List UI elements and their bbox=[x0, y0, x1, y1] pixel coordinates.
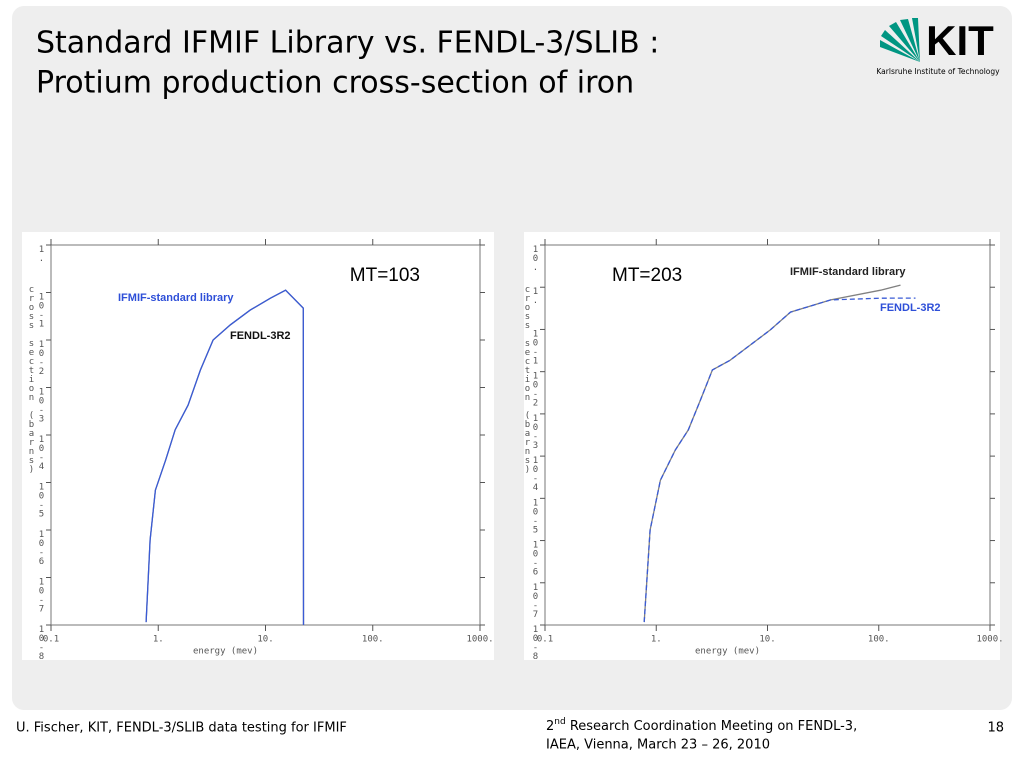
series-label: FENDL-3R2 bbox=[230, 330, 291, 342]
y-tick-label: 10-7 bbox=[531, 583, 541, 619]
y-tick-label: 10-4 bbox=[531, 456, 541, 492]
y-tick-label: 10-8 bbox=[531, 625, 541, 661]
title-line: Protium production cross-section of iron bbox=[36, 66, 634, 101]
x-tick-label: 100. bbox=[868, 635, 890, 645]
footer-left: U. Fischer, KIT, FENDL-3/SLIB data testi… bbox=[16, 721, 347, 736]
logo: KIT Karlsruhe Institute of Technology bbox=[876, 17, 1000, 76]
logo-subtitle: Karlsruhe Institute of Technology bbox=[876, 67, 1000, 76]
footer-superscript: nd bbox=[554, 717, 565, 727]
x-tick-label: 1000. bbox=[466, 635, 493, 645]
logo-mark bbox=[880, 18, 920, 62]
x-tick-label: 0.1 bbox=[43, 635, 59, 645]
y-tick-label: 10-2 bbox=[37, 340, 47, 376]
y-tick-label: 10-3 bbox=[531, 414, 541, 450]
series-line bbox=[643, 297, 916, 623]
y-tick-label: 10-5 bbox=[531, 498, 541, 534]
footer-number: 2 bbox=[546, 719, 554, 734]
y-tick-label: 10-6 bbox=[531, 541, 541, 577]
y-tick-label: 10. bbox=[531, 245, 541, 272]
y-tick-label: 10-7 bbox=[37, 578, 47, 614]
footer-middle: 2nd Research Coordination Meeting on FEN… bbox=[546, 717, 857, 734]
logo-text: KIT bbox=[926, 17, 994, 64]
chart-background bbox=[524, 232, 1000, 660]
series-label: FENDL-3R2 bbox=[880, 302, 941, 314]
x-axis-label: energy (mev) bbox=[193, 647, 258, 657]
x-tick-label: 1. bbox=[153, 635, 164, 645]
x-tick-label: 1. bbox=[651, 635, 662, 645]
y-tick-label: 10-1 bbox=[37, 293, 47, 329]
y-tick-label: 10-3 bbox=[37, 388, 47, 424]
y-axis-label: cross section (barns) bbox=[27, 285, 37, 474]
y-tick-label: 10-2 bbox=[531, 372, 541, 408]
y-tick-label: 10-6 bbox=[37, 530, 47, 566]
y-tick-label: 1. bbox=[531, 287, 541, 305]
y-tick-label: 1. bbox=[37, 245, 47, 263]
y-tick-label: 10-4 bbox=[37, 435, 47, 471]
page-number: 18 bbox=[987, 721, 1004, 736]
x-tick-label: 100. bbox=[362, 635, 384, 645]
title-line: Standard IFMIF Library vs. FENDL-3/SLIB … bbox=[36, 26, 659, 61]
footer-middle: IAEA, Vienna, March 23 – 26, 2010 bbox=[546, 738, 770, 753]
y-tick-label: 10-1 bbox=[531, 329, 541, 365]
x-tick-label: 1000. bbox=[976, 635, 1003, 645]
series-label: IFMIF-standard library bbox=[790, 266, 906, 278]
x-tick-label: 0.1 bbox=[537, 635, 553, 645]
footer-text: Research Coordination Meeting on FENDL-3… bbox=[566, 719, 858, 734]
annotation: MT=203 bbox=[612, 265, 682, 286]
x-tick-label: 10. bbox=[257, 635, 273, 645]
series-line bbox=[145, 289, 305, 626]
x-tick-label: 10. bbox=[759, 635, 775, 645]
annotation: MT=103 bbox=[350, 265, 420, 286]
y-axis-label: cross section (barns) bbox=[523, 285, 533, 474]
series-label: IFMIF-standard library bbox=[118, 292, 234, 304]
chart-background bbox=[22, 232, 494, 660]
y-tick-label: 10-8 bbox=[37, 625, 47, 661]
x-axis-label: energy (mev) bbox=[695, 647, 760, 657]
y-tick-label: 10-5 bbox=[37, 483, 47, 519]
